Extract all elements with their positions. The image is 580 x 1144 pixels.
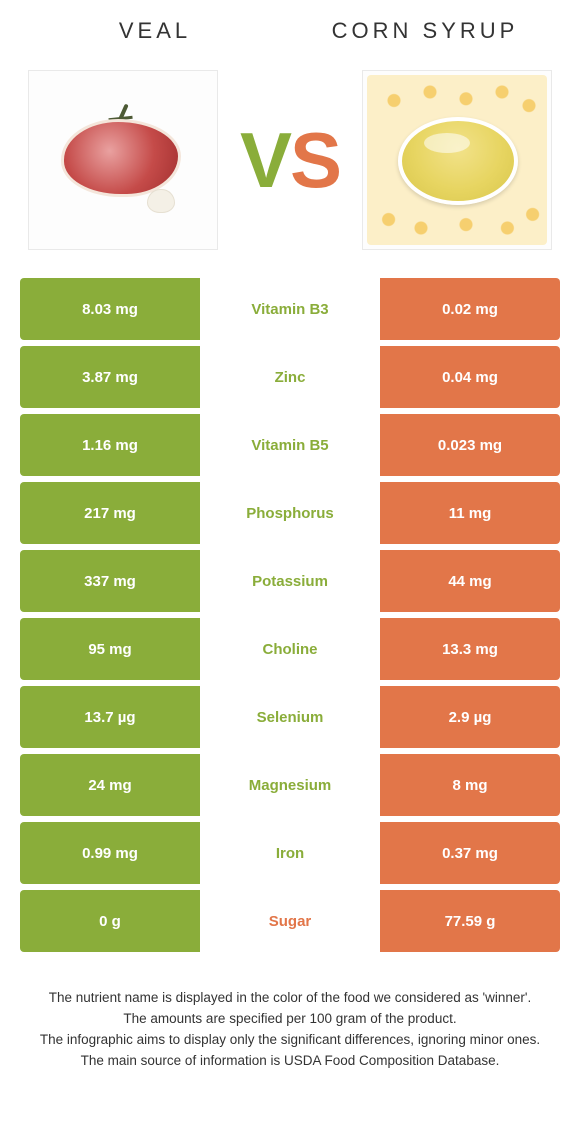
veal-garlic-icon	[147, 189, 175, 213]
value-right: 77.59 g	[380, 890, 560, 952]
footer-line: The nutrient name is displayed in the co…	[30, 988, 550, 1009]
syrup-bowl-icon	[398, 117, 518, 205]
nutrient-name: Vitamin B5	[200, 414, 380, 476]
nutrient-name: Choline	[200, 618, 380, 680]
footer-line: The infographic aims to display only the…	[30, 1030, 550, 1051]
table-row: 8.03 mgVitamin B30.02 mg	[20, 278, 560, 340]
value-left: 24 mg	[20, 754, 200, 816]
value-right: 44 mg	[380, 550, 560, 612]
nutrient-name: Phosphorus	[200, 482, 380, 544]
value-right: 8 mg	[380, 754, 560, 816]
value-left: 13.7 µg	[20, 686, 200, 748]
table-row: 24 mgMagnesium8 mg	[20, 754, 560, 816]
image-left	[28, 70, 218, 250]
value-left: 337 mg	[20, 550, 200, 612]
value-left: 95 mg	[20, 618, 200, 680]
footer-notes: The nutrient name is displayed in the co…	[30, 988, 550, 1072]
title-right: CORN SYRUP	[290, 18, 560, 44]
title-left: VEAL	[20, 18, 290, 44]
table-row: 3.87 mgZinc0.04 mg	[20, 346, 560, 408]
value-right: 13.3 mg	[380, 618, 560, 680]
comparison-table: 8.03 mgVitamin B30.02 mg3.87 mgZinc0.04 …	[20, 278, 560, 952]
nutrient-name: Selenium	[200, 686, 380, 748]
veal-meat-icon	[61, 119, 181, 197]
table-row: 95 mgCholine13.3 mg	[20, 618, 560, 680]
value-left: 0.99 mg	[20, 822, 200, 884]
value-left: 8.03 mg	[20, 278, 200, 340]
value-right: 0.023 mg	[380, 414, 560, 476]
vs-s: S	[290, 116, 340, 204]
table-row: 0 gSugar77.59 g	[20, 890, 560, 952]
value-right: 0.02 mg	[380, 278, 560, 340]
table-row: 217 mgPhosphorus11 mg	[20, 482, 560, 544]
nutrient-name: Iron	[200, 822, 380, 884]
value-right: 0.04 mg	[380, 346, 560, 408]
nutrient-name: Sugar	[200, 890, 380, 952]
title-row: VEAL CORN SYRUP	[0, 0, 580, 52]
value-left: 3.87 mg	[20, 346, 200, 408]
nutrient-name: Vitamin B3	[200, 278, 380, 340]
table-row: 1.16 mgVitamin B50.023 mg	[20, 414, 560, 476]
value-right: 2.9 µg	[380, 686, 560, 748]
value-left: 1.16 mg	[20, 414, 200, 476]
footer-line: The amounts are specified per 100 gram o…	[30, 1009, 550, 1030]
table-row: 13.7 µgSelenium2.9 µg	[20, 686, 560, 748]
value-left: 217 mg	[20, 482, 200, 544]
footer-line: The main source of information is USDA F…	[30, 1051, 550, 1072]
nutrient-name: Potassium	[200, 550, 380, 612]
value-right: 0.37 mg	[380, 822, 560, 884]
vs-v: V	[240, 116, 290, 204]
nutrient-name: Zinc	[200, 346, 380, 408]
table-row: 337 mgPotassium44 mg	[20, 550, 560, 612]
value-left: 0 g	[20, 890, 200, 952]
nutrient-name: Magnesium	[200, 754, 380, 816]
vs-label: VS	[240, 115, 340, 206]
value-right: 11 mg	[380, 482, 560, 544]
table-row: 0.99 mgIron0.37 mg	[20, 822, 560, 884]
image-right	[362, 70, 552, 250]
hero-row: VS	[0, 52, 580, 278]
